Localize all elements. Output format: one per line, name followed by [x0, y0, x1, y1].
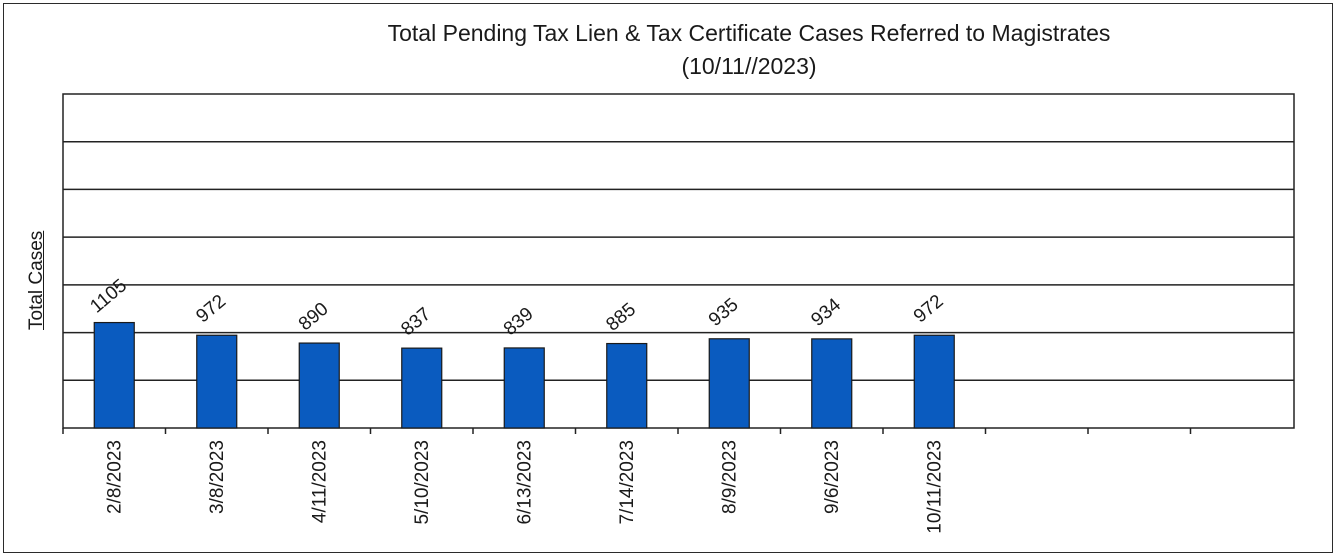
- bar: [93, 321, 135, 429]
- x-tick-label: 10/11/2023: [924, 440, 945, 534]
- x-tick-label: 7/14/2023: [617, 440, 638, 525]
- x-tick-label: 8/9/2023: [719, 440, 740, 514]
- bar-data-label: 935: [705, 294, 743, 330]
- bar: [708, 338, 750, 429]
- bar-data-label: 885: [602, 299, 640, 335]
- bar: [503, 347, 545, 429]
- bar: [606, 342, 648, 429]
- x-tick-label: 4/11/2023: [309, 440, 330, 523]
- bar: [913, 334, 955, 429]
- bar-data-label: 972: [910, 291, 948, 327]
- x-tick-label: 3/8/2023: [207, 440, 228, 514]
- bar-data-label: 837: [397, 304, 435, 340]
- chart-frame: [3, 3, 1333, 553]
- bar-data-label: 934: [807, 294, 845, 331]
- bar-data-label: 839: [500, 303, 538, 339]
- bar: [401, 347, 443, 429]
- chart-title: Total Pending Tax Lien & Tax Certificate…: [387, 20, 1111, 46]
- x-tick-label: 9/6/2023: [822, 440, 843, 514]
- x-tick-label: 5/10/2023: [412, 440, 433, 525]
- bar-data-label: 890: [295, 299, 333, 335]
- bar: [811, 338, 853, 429]
- bar: [298, 342, 340, 429]
- bar: [196, 334, 238, 429]
- bar-data-label: 972: [192, 291, 230, 327]
- x-tick-label: 2/8/2023: [104, 440, 125, 514]
- plot-area-border: [62, 93, 1295, 429]
- chart-subtitle: (10/11//2023): [681, 53, 817, 79]
- x-tick-label: 6/13/2023: [514, 440, 535, 525]
- bar-data-label: 1105: [86, 275, 131, 317]
